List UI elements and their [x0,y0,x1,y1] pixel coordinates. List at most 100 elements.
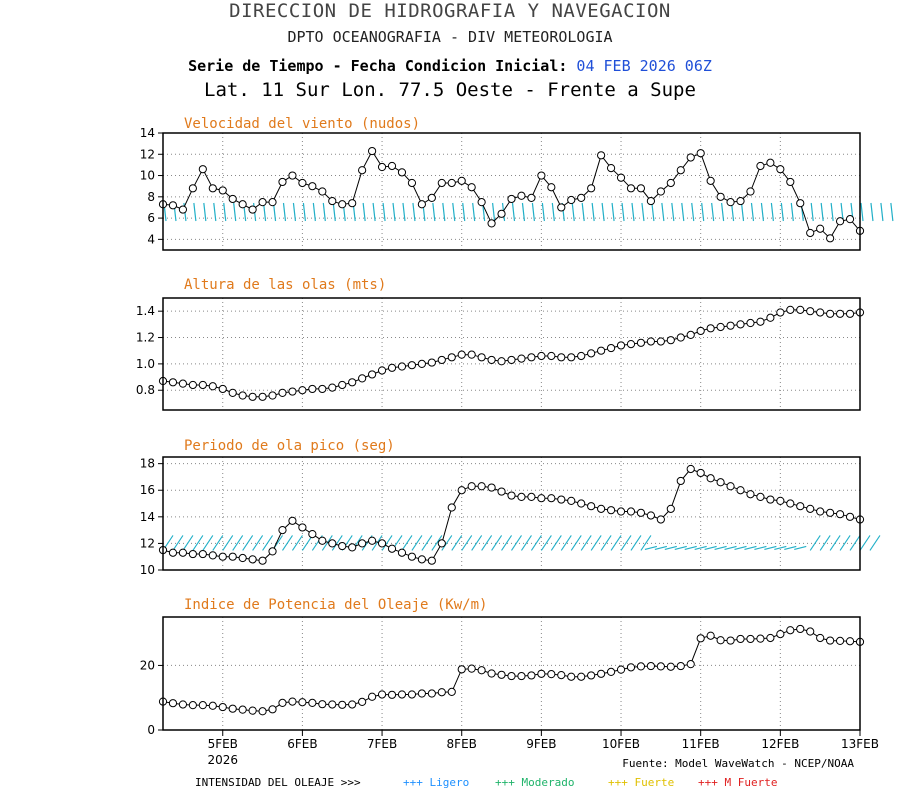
data-point [278,388,287,397]
data-point [636,338,646,347]
wind-direction-arrow [412,202,416,222]
data-point [218,384,227,394]
wind-direction-arrow [203,202,207,222]
y-tick-label: 14 [140,510,155,524]
data-point [567,195,576,205]
data-point [208,382,217,391]
swell-direction-arrow [774,545,787,550]
swell-direction-arrow [809,535,821,551]
swell-direction-arrow [744,545,757,550]
data-point [786,499,795,508]
data-point [845,309,855,318]
data-point [467,183,476,192]
panel-title: Velocidad del viento (nudos) [184,116,420,132]
data-point [248,555,257,564]
data-point [188,380,197,390]
header-init-value: 04 FEB 2026 06Z [576,57,712,75]
data-point [358,539,367,548]
x-tick-label: 11FEB [682,737,720,751]
header-location: Lat. 11 Sur Lon. 77.5 Oeste - Frente a S… [204,79,696,101]
data-point [666,662,675,671]
data-point [835,309,845,318]
y-tick-label: 6 [147,211,155,225]
wind-direction-arrow [671,202,675,222]
header-init-label: Serie de Tiempo - Fecha Condicion Inicia… [188,57,568,75]
y-tick-label: 16 [140,483,155,497]
swell-direction-arrow [664,545,677,550]
wind-direction-arrow [750,202,755,222]
data-point [646,196,656,206]
data-point [587,349,596,358]
wind-direction-arrow [521,202,526,222]
data-point [407,361,417,370]
swell-direction-arrow [491,535,503,551]
swell-direction-arrow [839,535,851,551]
data-point [318,187,327,196]
data-point [487,483,496,492]
header-department: DPTO OCEANOGRAFIA - DIV METEOROLOGIA [287,28,613,46]
data-point [397,690,407,699]
swell-direction-arrow [331,535,343,551]
wind-direction-arrow [651,202,655,222]
data-point [706,176,715,185]
data-point [676,476,685,486]
data-point [397,168,407,177]
data-point [606,343,616,353]
y-tick-label: 0 [147,723,155,737]
y-tick-label: 1.4 [136,304,155,318]
wind-direction-arrow [721,202,725,222]
wind-direction-arrow [820,202,824,222]
data-point [178,205,188,214]
swell-direction-arrow [714,545,727,550]
swell-direction-arrow [674,545,687,550]
data-point [537,669,546,678]
swell-direction-arrow [859,535,871,551]
wind-direction-arrow [372,202,376,222]
data-point [547,494,556,503]
y-tick-label: 10 [140,563,155,577]
data-point [477,482,486,491]
data-point [845,215,855,224]
data-point [447,178,456,188]
data-point [656,662,665,671]
wind-direction-arrow [691,202,695,222]
swell-direction-arrow [262,535,274,551]
data-point [308,530,317,539]
data-point [377,162,387,172]
swell-direction-arrow [501,535,513,551]
swell-direction-arrow [321,535,333,551]
data-point [746,187,755,196]
panel-frame [162,616,861,731]
series-line [162,309,861,398]
legend-item: +++ M Fuerte [698,776,777,789]
data-point [228,388,237,397]
data-point [766,495,775,504]
data-point [686,660,695,669]
data-point [527,353,536,362]
data-point [288,516,297,525]
swell-direction-arrow [869,535,881,551]
data-point [258,707,267,716]
data-point [606,667,616,676]
data-point [626,184,636,193]
wind-direction-arrow [472,202,476,222]
data-point [597,346,606,355]
data-point [547,351,556,361]
wind-direction-arrow [641,202,645,222]
data-point [497,487,506,496]
wind-direction-arrow [890,202,894,222]
data-point [786,177,795,187]
data-point [338,380,347,390]
data-point [238,391,247,400]
data-point [387,690,397,699]
swell-direction-arrow [222,535,234,551]
wind-direction-arrow [611,202,615,222]
data-point [537,494,546,503]
wind-direction-arrow [452,202,456,222]
data-point [756,317,765,326]
wind-direction-arrow [402,202,406,222]
swell-direction-arrow [829,535,841,551]
x-tick-label: 7FEB [367,737,397,751]
data-point [686,330,695,339]
swell-direction-arrow [172,535,184,551]
